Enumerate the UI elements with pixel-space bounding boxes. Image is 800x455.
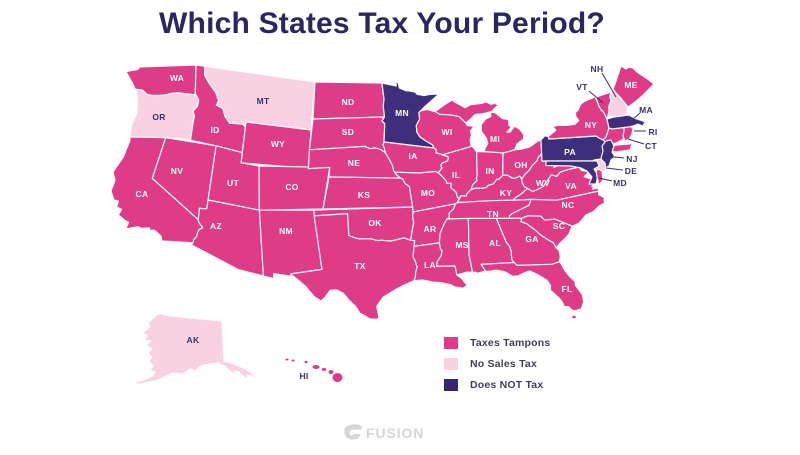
- svg-text:TN: TN: [487, 209, 499, 219]
- svg-text:AZ: AZ: [210, 221, 222, 231]
- svg-text:OR: OR: [152, 112, 165, 122]
- svg-text:WA: WA: [170, 73, 184, 83]
- svg-text:WI: WI: [442, 127, 453, 137]
- svg-text:MN: MN: [395, 108, 409, 118]
- svg-text:CT: CT: [645, 141, 657, 151]
- svg-text:NC: NC: [562, 200, 575, 210]
- svg-text:ID: ID: [210, 125, 219, 135]
- svg-text:MO: MO: [421, 188, 435, 198]
- svg-text:FUSION: FUSION: [366, 425, 424, 441]
- svg-text:TX: TX: [354, 261, 365, 271]
- svg-text:KS: KS: [358, 190, 370, 200]
- svg-text:IL: IL: [452, 170, 460, 180]
- svg-text:VA: VA: [565, 181, 577, 191]
- svg-text:GA: GA: [525, 234, 538, 244]
- svg-text:NH: NH: [591, 64, 604, 74]
- svg-text:PA: PA: [564, 147, 576, 157]
- svg-text:ND: ND: [342, 97, 355, 107]
- svg-text:ME: ME: [624, 80, 637, 90]
- svg-text:No Sales Tax: No Sales Tax: [470, 358, 537, 370]
- svg-text:AL: AL: [489, 238, 501, 248]
- svg-text:WY: WY: [271, 139, 285, 149]
- svg-text:VT: VT: [576, 82, 588, 92]
- svg-text:NE: NE: [348, 158, 360, 168]
- svg-text:LA: LA: [424, 260, 436, 270]
- svg-text:RI: RI: [648, 127, 657, 137]
- svg-text:OK: OK: [368, 218, 382, 228]
- svg-text:MI: MI: [490, 134, 500, 144]
- svg-text:IN: IN: [485, 166, 494, 176]
- svg-text:Taxes Tampons: Taxes Tampons: [470, 337, 550, 349]
- svg-text:Does NOT Tax: Does NOT Tax: [470, 379, 543, 391]
- svg-text:CO: CO: [285, 182, 298, 192]
- svg-text:OH: OH: [514, 160, 527, 170]
- svg-text:NJ: NJ: [626, 154, 637, 164]
- svg-text:MD: MD: [613, 178, 627, 188]
- svg-text:KY: KY: [500, 188, 512, 198]
- svg-text:NM: NM: [279, 226, 293, 236]
- svg-text:WV: WV: [536, 178, 550, 188]
- svg-text:NY: NY: [585, 120, 597, 130]
- svg-text:MT: MT: [257, 96, 270, 106]
- svg-text:NV: NV: [171, 166, 183, 176]
- svg-text:CA: CA: [136, 189, 149, 199]
- svg-text:AK: AK: [187, 335, 200, 345]
- svg-text:Which States Tax Your Period?: Which States Tax Your Period?: [159, 7, 605, 40]
- svg-text:HI: HI: [299, 371, 308, 381]
- svg-text:FL: FL: [562, 284, 573, 294]
- svg-text:IA: IA: [408, 151, 417, 161]
- svg-text:AR: AR: [424, 224, 437, 234]
- svg-text:UT: UT: [227, 178, 239, 188]
- svg-text:SC: SC: [553, 221, 565, 231]
- svg-text:MA: MA: [639, 105, 653, 115]
- svg-text:MS: MS: [455, 240, 468, 250]
- svg-text:SD: SD: [342, 127, 354, 137]
- svg-text:DE: DE: [625, 166, 637, 176]
